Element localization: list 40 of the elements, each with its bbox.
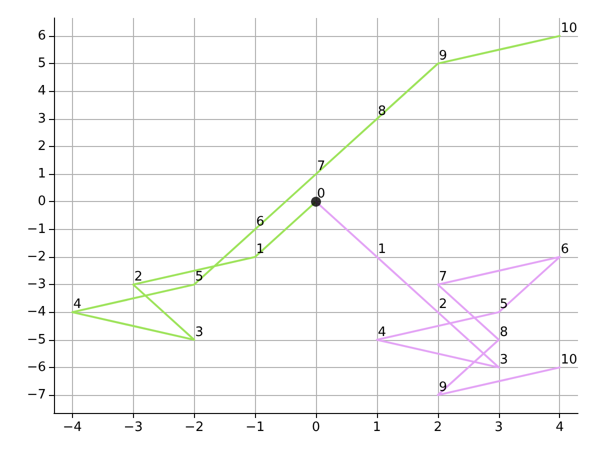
x-tick-label: −3 bbox=[124, 420, 143, 435]
y-tick-label: 2 bbox=[38, 138, 46, 154]
y-tick-label: 3 bbox=[38, 111, 46, 126]
y-tick-label: −6 bbox=[26, 360, 46, 375]
annotation: 10 bbox=[560, 352, 578, 368]
annotation: 0 bbox=[317, 186, 326, 202]
line-series bbox=[71, 34, 561, 341]
annotation: 3 bbox=[500, 352, 508, 368]
annotation: 8 bbox=[500, 324, 508, 340]
y-tick-label: −7 bbox=[26, 388, 46, 403]
annotation: 9 bbox=[438, 380, 448, 396]
annotation: 7 bbox=[438, 270, 448, 285]
annotation: 9 bbox=[438, 48, 448, 64]
annotation: 5 bbox=[500, 297, 508, 312]
x-tick-label: −4 bbox=[62, 420, 82, 435]
annotation: 4 bbox=[73, 297, 82, 312]
annotation: 2 bbox=[134, 270, 142, 285]
annotation: 10 bbox=[560, 20, 578, 36]
x-tick-label: 4 bbox=[556, 420, 564, 435]
annotation: 6 bbox=[560, 242, 569, 257]
x-tick-label: 1 bbox=[372, 420, 382, 435]
x-tick-label: −1 bbox=[245, 420, 265, 435]
y-tick-label: 6 bbox=[38, 28, 46, 44]
y-tick-label: −1 bbox=[26, 222, 46, 237]
y-tick-label: 0 bbox=[38, 194, 46, 210]
y-tick-label: −3 bbox=[26, 277, 46, 292]
x-tick-label: 3 bbox=[494, 420, 503, 435]
y-tick-label: −2 bbox=[26, 249, 46, 264]
y-tick-label: 5 bbox=[38, 56, 46, 72]
annotation: 4 bbox=[378, 324, 386, 340]
y-tick-label: −4 bbox=[26, 304, 46, 320]
annotation: 2 bbox=[438, 297, 448, 312]
annotation: 1 bbox=[378, 242, 386, 257]
x-tick-label: 0 bbox=[312, 420, 320, 435]
y-tick-label: −5 bbox=[26, 332, 46, 348]
x-tick-label: 2 bbox=[434, 420, 442, 435]
annotation: 3 bbox=[195, 324, 204, 340]
y-tick-label: 1 bbox=[38, 166, 46, 182]
x-tick-label: −2 bbox=[184, 420, 204, 435]
y-tick-label: 4 bbox=[38, 84, 46, 99]
